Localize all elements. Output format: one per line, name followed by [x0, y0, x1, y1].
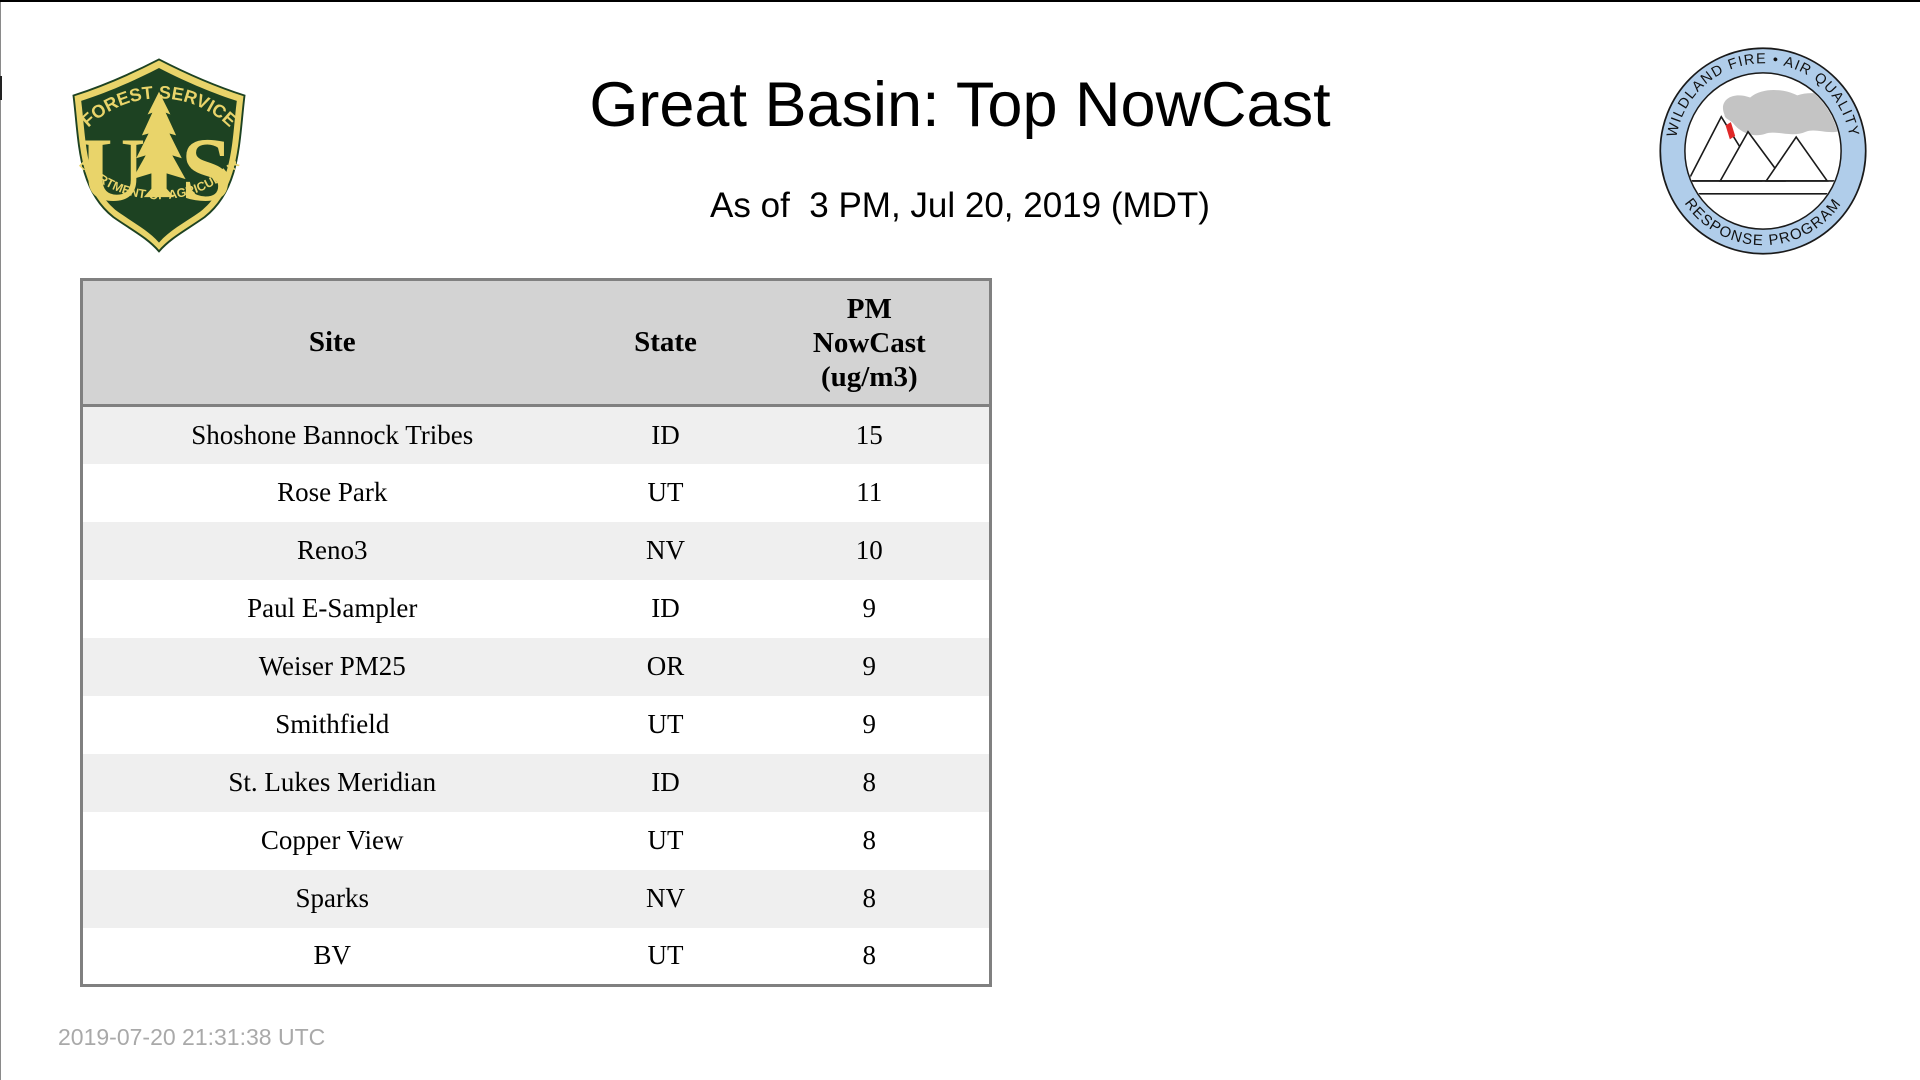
value-cell: 8 [862, 767, 877, 797]
site-cell: Rose Park [277, 477, 388, 507]
state-cell: UT [647, 940, 684, 971]
left-edge-artifact-dash [0, 76, 2, 100]
table-row: Copper View UT 8 [81, 811, 991, 870]
value-cell: 8 [862, 883, 877, 913]
site-cell: Sparks [295, 883, 369, 913]
value-cell: 8 [862, 940, 877, 971]
top-edge-artifact-line [0, 0, 1920, 2]
page-subtitle: As of 3 PM, Jul 20, 2019 (MDT) [710, 186, 1210, 225]
flame-icon [1725, 122, 1736, 140]
state-cell: NV [646, 535, 686, 565]
value-cell: 9 [862, 709, 877, 739]
table-row: Weiser PM25 OR 9 [81, 637, 991, 696]
nowcast-table: Site State PM NowCast (ug/m3) Shoshone B… [80, 278, 992, 987]
wfaqrp-logo: WILDLAND FIRE • AIR QUALITY RESPONSE PRO… [1659, 47, 1867, 255]
site-cell: Weiser PM25 [258, 651, 406, 681]
state-cell: ID [651, 593, 680, 623]
state-cell: NV [646, 883, 686, 913]
pm-header-line1: PM [846, 292, 892, 325]
usfs-letter-u: U [80, 119, 146, 220]
table-body: Shoshone Bannock Tribes ID 15 Rose Park … [81, 405, 991, 986]
table-row: BV UT 8 [81, 927, 991, 986]
column-header-site: Site [81, 279, 582, 407]
left-edge-artifact-line [0, 2, 1, 1080]
table-row: Sparks NV 8 [81, 869, 991, 928]
generation-timestamp: 2019-07-20 21:31:38 UTC [58, 1024, 326, 1050]
pm-header-line3: (ug/m3) [820, 360, 918, 393]
site-cell: Paul E-Sampler [247, 593, 418, 623]
site-cell: BV [313, 940, 351, 971]
state-cell: ID [651, 419, 680, 450]
site-cell: Smithfield [275, 709, 390, 739]
site-cell: Copper View [260, 825, 404, 855]
column-header-state: State [581, 279, 750, 407]
site-cell: Reno3 [296, 535, 368, 565]
page-title: Great Basin: Top NowCast [589, 70, 1331, 140]
state-cell: ID [651, 767, 680, 797]
table-row: St. Lukes Meridian ID 8 [81, 753, 991, 812]
usfs-letter-s: S [181, 119, 232, 220]
value-cell: 8 [862, 825, 877, 855]
state-cell: UT [647, 477, 684, 507]
state-cell: OR [646, 651, 685, 681]
usfs-logo: FOREST SERVICE DEPARTMENT OF AGRICULTURE… [64, 46, 246, 253]
value-cell: 11 [856, 477, 883, 507]
value-cell: 10 [855, 535, 883, 565]
smoke-plume [1723, 90, 1841, 136]
value-cell: 9 [862, 651, 877, 681]
table-row: Rose Park UT 11 [81, 463, 991, 522]
site-cell: Shoshone Bannock Tribes [191, 419, 474, 450]
state-cell: UT [647, 825, 684, 855]
table-header: Site State PM NowCast (ug/m3) [81, 279, 991, 407]
pm-header-line2: NowCast [812, 326, 926, 359]
site-cell: St. Lukes Meridian [228, 767, 437, 797]
state-cell: UT [647, 709, 684, 739]
table-row: Smithfield UT 9 [81, 695, 991, 754]
table-row: Reno3 NV 10 [81, 521, 991, 580]
value-cell: 9 [862, 593, 877, 623]
table-row: Paul E-Sampler ID 9 [81, 579, 991, 638]
table-row: Shoshone Bannock Tribes ID 15 [81, 405, 991, 464]
usfs-tree-icon [132, 91, 186, 198]
value-cell: 15 [855, 419, 883, 450]
column-header-pm-nowcast: PM NowCast (ug/m3) [749, 279, 991, 407]
table-header-row: Site State PM NowCast (ug/m3) [81, 279, 991, 407]
